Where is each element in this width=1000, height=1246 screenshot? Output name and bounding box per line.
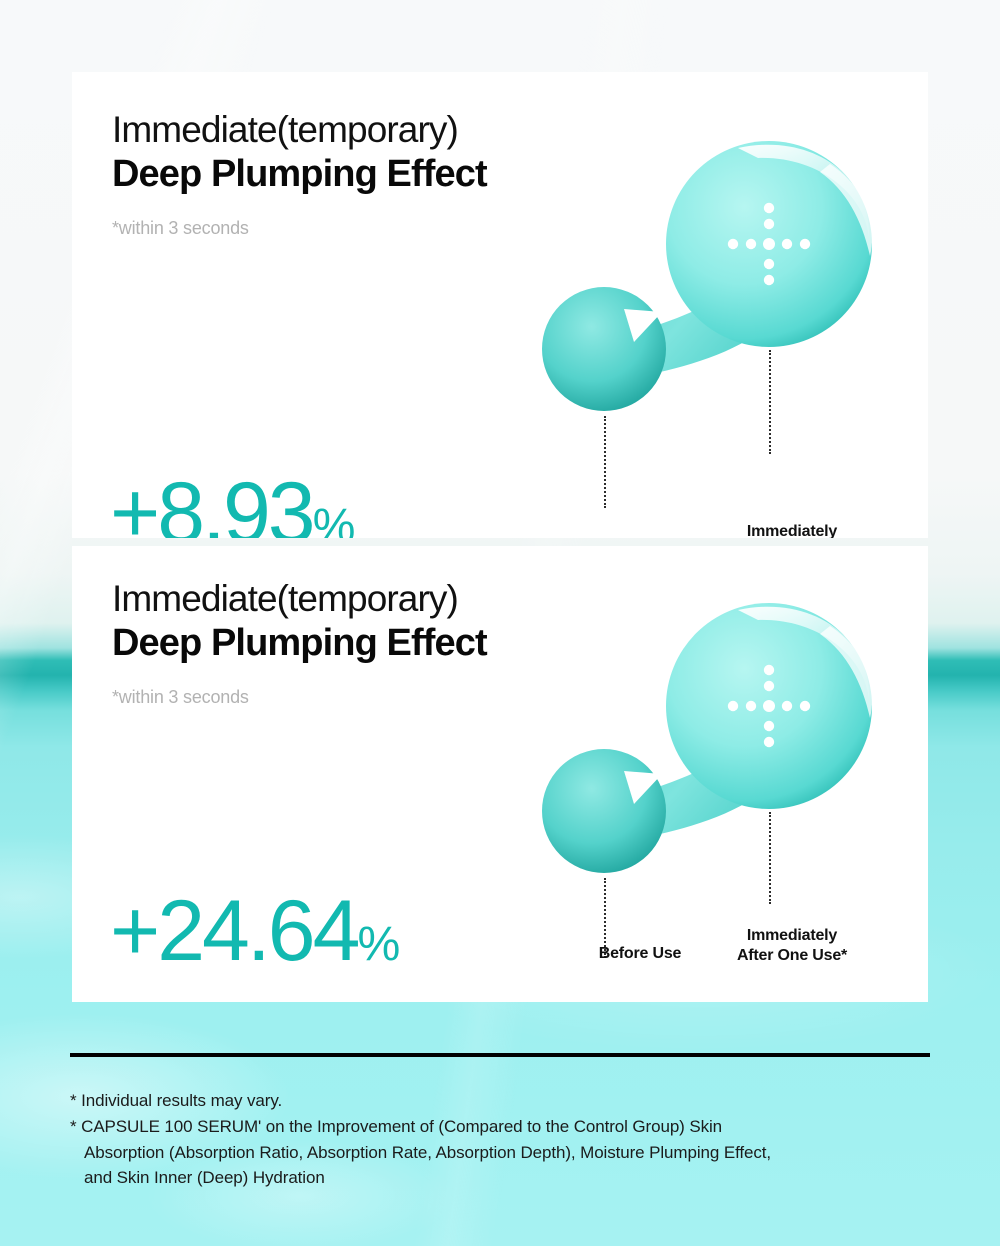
- footer-divider: [70, 1053, 930, 1057]
- effect-card-2: Immediate(temporary) Deep Plumping Effec…: [72, 546, 928, 1002]
- droplet-gloss-rim: [820, 626, 873, 718]
- leader-line-before: [604, 878, 606, 958]
- small-droplet: [542, 749, 666, 873]
- caption-before-use: Before Use: [598, 945, 682, 962]
- droplet-gloss-highlight: [738, 606, 870, 700]
- stat-number: +8.93: [110, 465, 316, 538]
- caption-after-use: Immediately After One Use*: [746, 523, 838, 538]
- small-droplet: [542, 287, 666, 411]
- gel-droplet-svg: [542, 603, 873, 873]
- droplet-notch: [624, 309, 662, 342]
- droplet-gloss-highlight: [738, 144, 870, 238]
- stat-unit: %: [357, 917, 400, 971]
- footnote-line-3: Absorption (Absorption Ratio, Absorption…: [84, 1142, 772, 1162]
- stat-unit: %: [312, 499, 356, 538]
- footnote-line-2: * CAPSULE 100 SERUM' on the Improvement …: [70, 1116, 723, 1136]
- plus-dot-icon: [727, 202, 811, 286]
- card-subnote: *within 3 seconds: [112, 686, 249, 707]
- plus-dot-icon: [727, 664, 811, 748]
- leader-line-before: [604, 416, 606, 508]
- stat-value-2: +24.64%: [110, 888, 400, 974]
- droplet-gloss-rim: [820, 164, 873, 256]
- card-title-light: Immediate(temporary): [112, 578, 459, 619]
- effect-card-1: Immediate(temporary) Deep Plumping Effec…: [72, 72, 928, 538]
- card-title-bold: Deep Plumping Effect: [112, 622, 488, 665]
- headline-block: Immediate(temporary) Deep Plumping Effec…: [112, 109, 488, 239]
- caption-after-use: Immediately After One Use*: [736, 927, 848, 964]
- stat-number: +24.64: [110, 883, 360, 979]
- card-title-light: Immediate(temporary): [112, 109, 459, 150]
- gel-droplet-svg: [542, 141, 873, 411]
- footnote-line-4: and Skin Inner (Deep) Hydration: [84, 1168, 325, 1188]
- droplet-illustration: [512, 596, 912, 976]
- droplet-notch: [624, 771, 662, 804]
- card-title-bold: Deep Plumping Effect: [112, 153, 488, 196]
- droplet-illustration: [512, 134, 912, 514]
- footnote-block: * Individual results may vary. * CAPSULE…: [70, 1088, 940, 1191]
- stat-value-1: +8.93%: [110, 470, 356, 538]
- footnote-line-1: * Individual results may vary.: [70, 1091, 283, 1110]
- leader-line-after: [769, 812, 771, 904]
- card-subnote: *within 3 seconds: [112, 217, 249, 238]
- leader-line-after: [769, 350, 771, 454]
- headline-block: Immediate(temporary) Deep Plumping Effec…: [112, 578, 488, 708]
